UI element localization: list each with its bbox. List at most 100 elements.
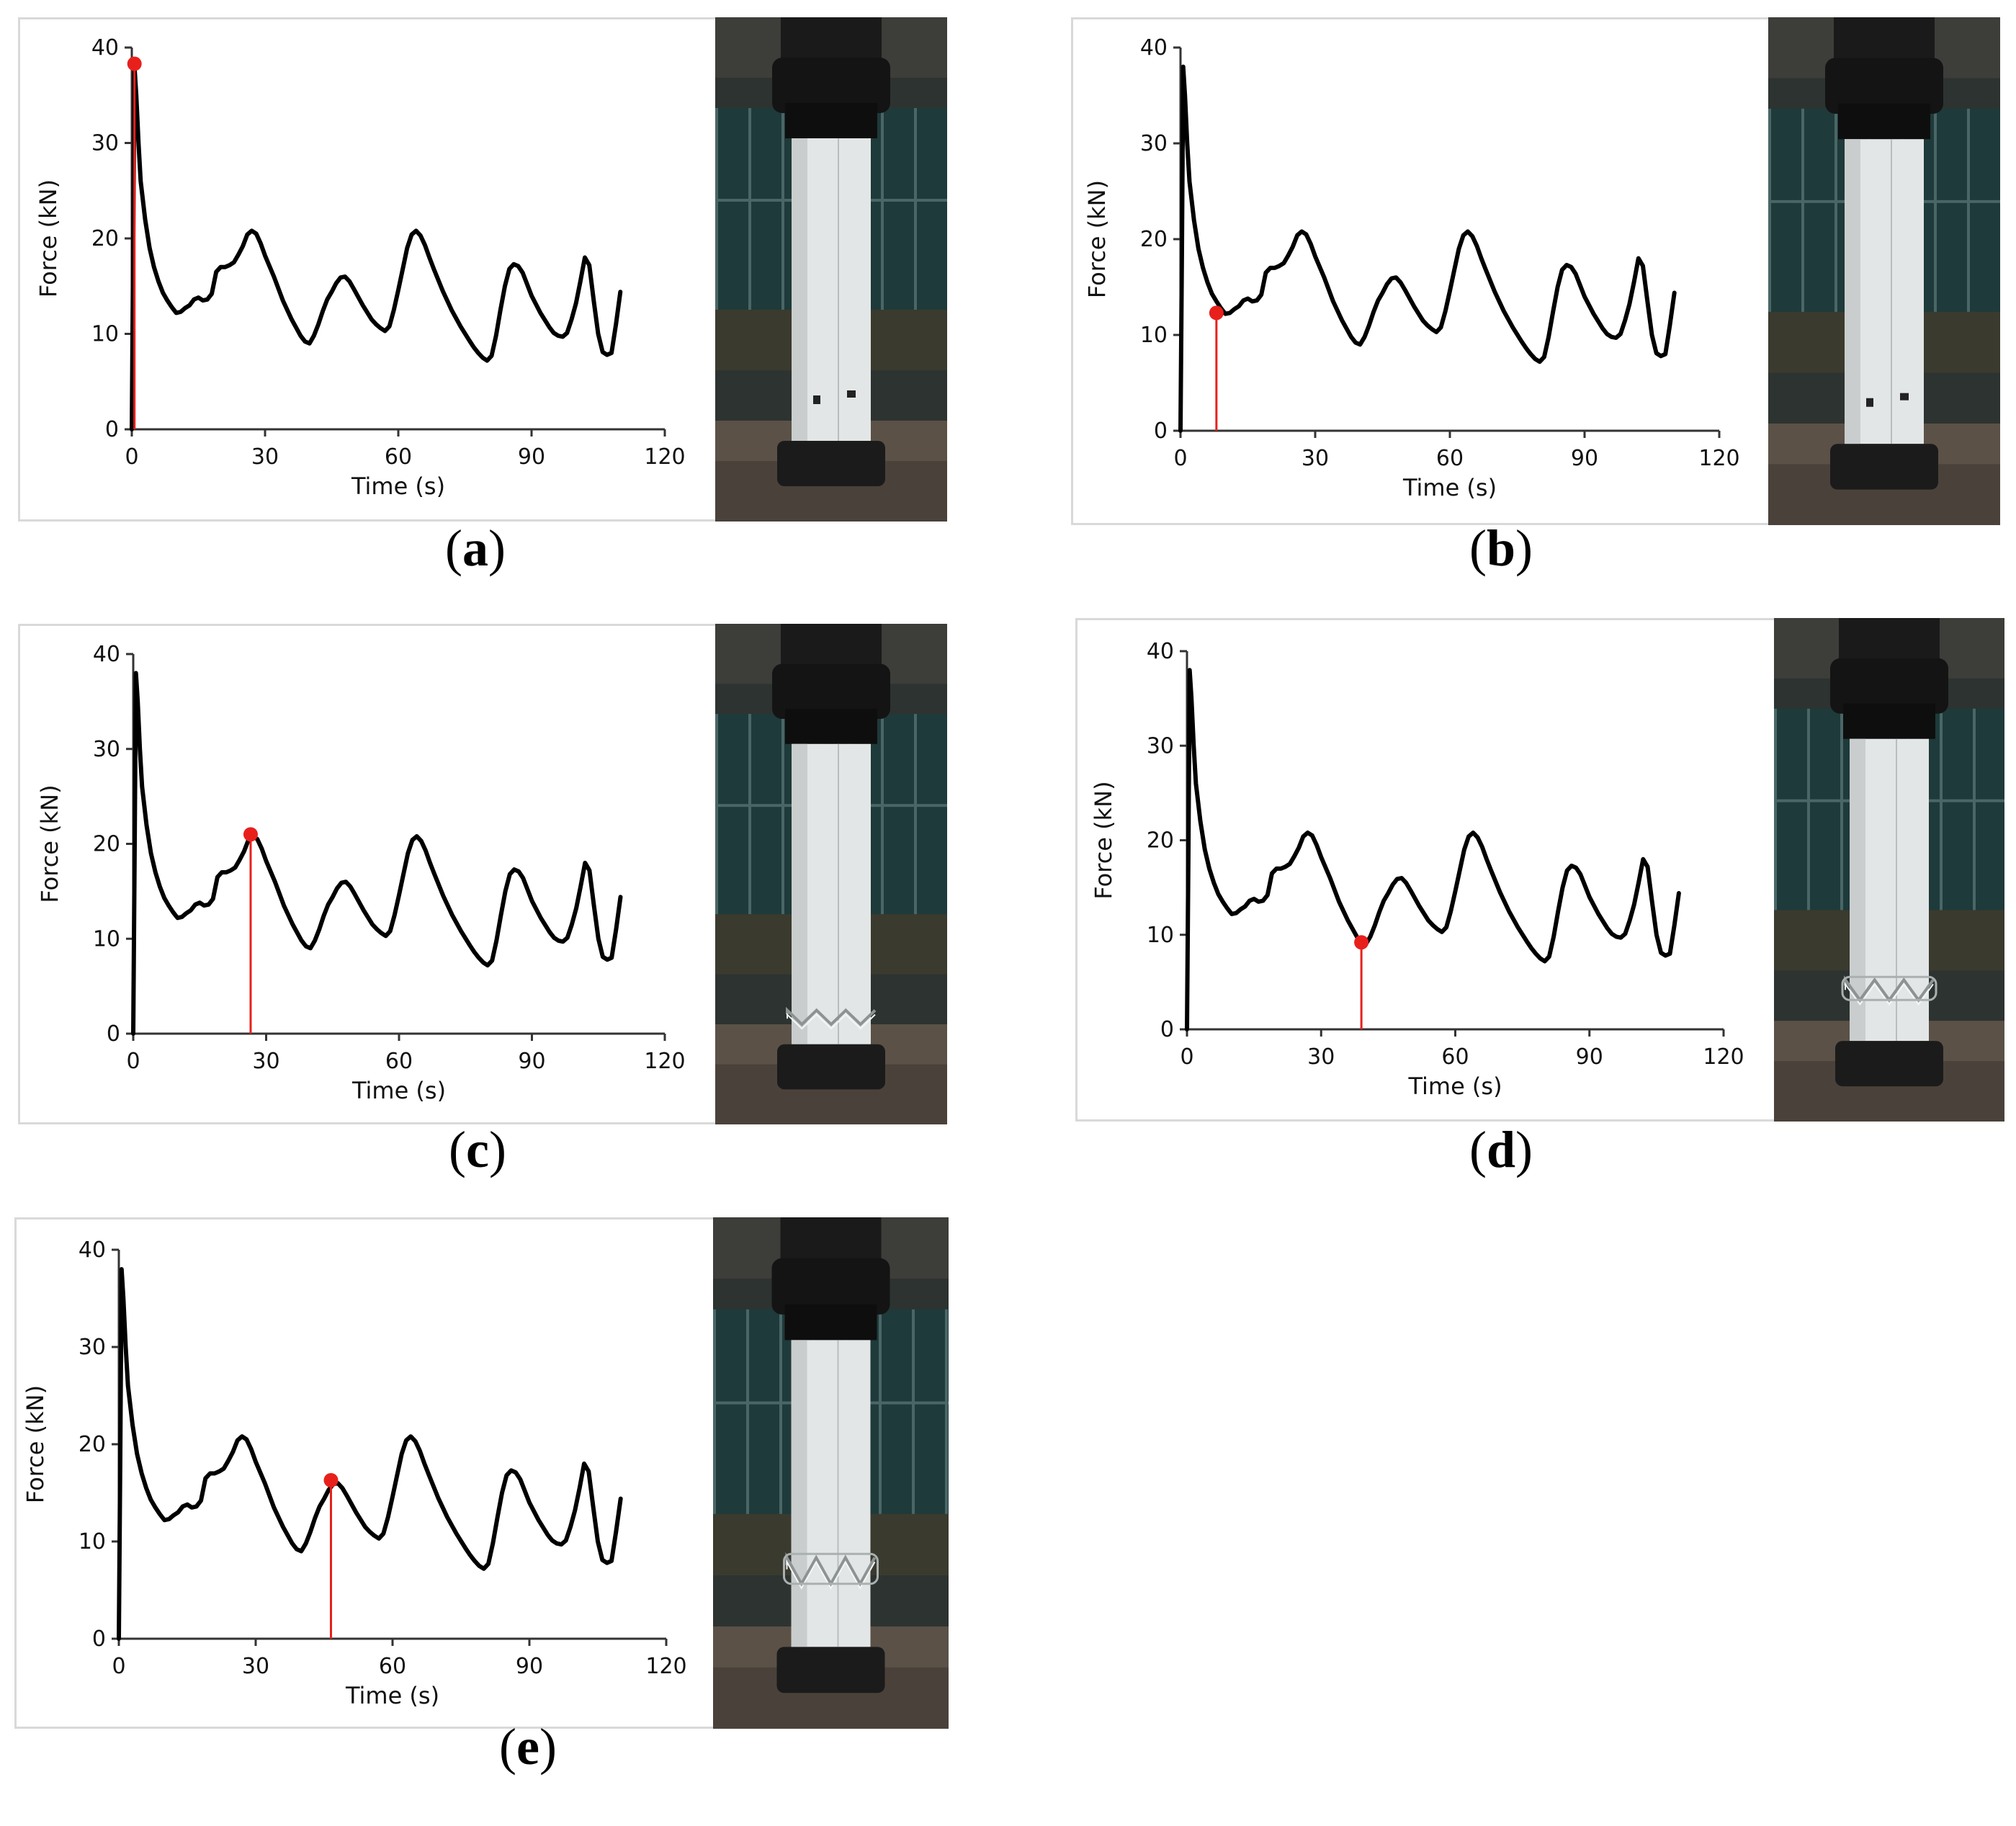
window-mullion bbox=[1774, 708, 1777, 921]
x-tick-label: 0 bbox=[112, 1654, 125, 1679]
x-tick-label: 30 bbox=[242, 1654, 269, 1679]
y-tick-label: 10 bbox=[79, 1529, 106, 1554]
tube-shade bbox=[792, 743, 807, 1044]
window-mullion bbox=[1834, 108, 1837, 322]
x-axis-title: Time (s) bbox=[345, 1682, 439, 1709]
window-mullion bbox=[781, 714, 784, 924]
photo-graphic bbox=[715, 17, 947, 522]
lower-base bbox=[777, 1044, 885, 1090]
y-tick-label: 20 bbox=[1147, 828, 1174, 854]
upper-platen bbox=[1825, 58, 1943, 114]
upper-platen bbox=[1830, 658, 1948, 714]
lower-base bbox=[777, 441, 885, 486]
x-axis-title: Time (s) bbox=[1402, 474, 1497, 501]
y-axis-title: Force (kN) bbox=[1083, 180, 1111, 298]
x-axis-title: Time (s) bbox=[351, 473, 445, 500]
x-tick-label: 90 bbox=[1571, 446, 1598, 471]
y-tick-label: 20 bbox=[79, 1432, 106, 1457]
window-mullion bbox=[748, 108, 751, 320]
y-axis-title: Force (kN) bbox=[1090, 781, 1117, 899]
window-mullion bbox=[1801, 108, 1804, 322]
window-mullion bbox=[715, 108, 718, 320]
lower-base bbox=[1830, 444, 1938, 490]
y-tick-label: 20 bbox=[1140, 227, 1168, 252]
marker-point bbox=[1209, 305, 1224, 321]
tube-shade bbox=[1845, 139, 1860, 444]
y-tick-label: 0 bbox=[1154, 419, 1168, 444]
force-curve bbox=[1178, 64, 1677, 433]
window-mullion bbox=[1934, 108, 1937, 322]
window-mullion bbox=[945, 1309, 948, 1524]
photo-graphic bbox=[713, 1217, 949, 1729]
crush-fold bbox=[785, 1552, 877, 1587]
x-tick-label: 60 bbox=[379, 1654, 406, 1679]
x-tick-label: 30 bbox=[251, 444, 279, 470]
y-tick-label: 20 bbox=[91, 226, 119, 251]
crush-bulge bbox=[783, 1552, 879, 1585]
crush-test-photo bbox=[715, 17, 947, 522]
y-tick-label: 40 bbox=[1147, 639, 1174, 664]
panel-letter: e bbox=[516, 1718, 539, 1776]
x-axis-title: Time (s) bbox=[1407, 1073, 1502, 1100]
x-axis-title: Time (s) bbox=[351, 1077, 446, 1104]
tube-hole bbox=[1866, 398, 1873, 407]
upper-cap bbox=[785, 709, 877, 744]
panel-c: 0 10 20 30 40 0 30 60 90 120 Time (s) Force (kN) bbox=[18, 624, 947, 1124]
x-tick-label: 0 bbox=[126, 1049, 140, 1074]
y-tick-label: 40 bbox=[79, 1238, 106, 1263]
force-curve bbox=[117, 1267, 623, 1641]
window-mullion bbox=[1940, 708, 1943, 921]
upper-cap bbox=[784, 1304, 877, 1341]
photo-graphic bbox=[1768, 17, 2000, 525]
panel-d: 0 10 20 30 40 0 30 60 90 120 Time (s) Force (kN) bbox=[1075, 618, 2004, 1122]
window-mullion bbox=[881, 108, 884, 320]
panel-b: 0 10 20 30 40 0 30 60 90 120 Time (s) Force (kN) bbox=[1071, 17, 2000, 525]
panel-letter: c bbox=[466, 1121, 489, 1178]
x-tick-label: 90 bbox=[518, 1049, 545, 1074]
panel-caption: (c) bbox=[449, 1121, 506, 1178]
x-tick-label: 60 bbox=[1441, 1044, 1469, 1070]
upper-cap bbox=[1838, 103, 1930, 140]
y-tick-label: 40 bbox=[91, 35, 119, 61]
panel-letter: b bbox=[1486, 519, 1516, 577]
photo-graphic bbox=[715, 624, 947, 1124]
y-tick-label: 40 bbox=[93, 642, 120, 667]
x-tick-label: 120 bbox=[644, 1049, 685, 1074]
crush-test-photo bbox=[1774, 618, 2004, 1122]
x-tick-label: 30 bbox=[1302, 446, 1329, 471]
x-tick-label: 0 bbox=[1173, 446, 1187, 471]
y-tick-label: 40 bbox=[1140, 35, 1168, 61]
window-mullion bbox=[881, 714, 884, 924]
window-mullion bbox=[713, 1309, 716, 1524]
force-time-chart-c: 0 10 20 30 40 0 30 60 90 120 Time (s) Force (kN) bbox=[36, 642, 686, 1104]
force-time-chart-e: 0 10 20 30 40 0 30 60 90 120 Time (s) Force (kN) bbox=[22, 1238, 687, 1709]
y-tick-label: 10 bbox=[1140, 323, 1168, 348]
x-tick-label: 60 bbox=[385, 444, 412, 470]
panel-a: 0 10 20 30 40 0 30 60 90 120 Time (s) Force (kN) bbox=[18, 17, 947, 522]
window-mullion bbox=[879, 1309, 882, 1524]
tube-hole bbox=[813, 395, 820, 404]
window-mullion bbox=[715, 714, 718, 924]
y-tick-label: 30 bbox=[91, 131, 119, 156]
y-tick-label: 30 bbox=[1147, 733, 1174, 758]
x-tick-label: 60 bbox=[1436, 446, 1464, 471]
y-tick-label: 20 bbox=[93, 832, 120, 857]
x-tick-label: 120 bbox=[1703, 1044, 1744, 1070]
lower-base bbox=[1835, 1041, 1943, 1087]
marker-point bbox=[1354, 935, 1369, 950]
crush-test-photo bbox=[715, 624, 947, 1124]
window-mullion bbox=[1768, 108, 1771, 322]
tube-shade bbox=[792, 138, 807, 441]
marker-point bbox=[323, 1472, 339, 1487]
marker-point bbox=[127, 56, 142, 71]
panel-caption: (b) bbox=[1469, 519, 1533, 577]
panel-e: 0 10 20 30 40 0 30 60 90 120 Time (s) Force (kN) bbox=[14, 1217, 949, 1729]
x-tick-label: 120 bbox=[644, 444, 685, 470]
y-axis-title: Force (kN) bbox=[36, 784, 63, 903]
x-tick-label: 0 bbox=[125, 444, 138, 470]
force-curve bbox=[1185, 668, 1681, 1031]
crush-bulge bbox=[1841, 975, 1937, 1001]
y-tick-label: 30 bbox=[79, 1335, 106, 1360]
x-tick-label: 90 bbox=[516, 1654, 543, 1679]
upper-platen bbox=[771, 1258, 890, 1315]
